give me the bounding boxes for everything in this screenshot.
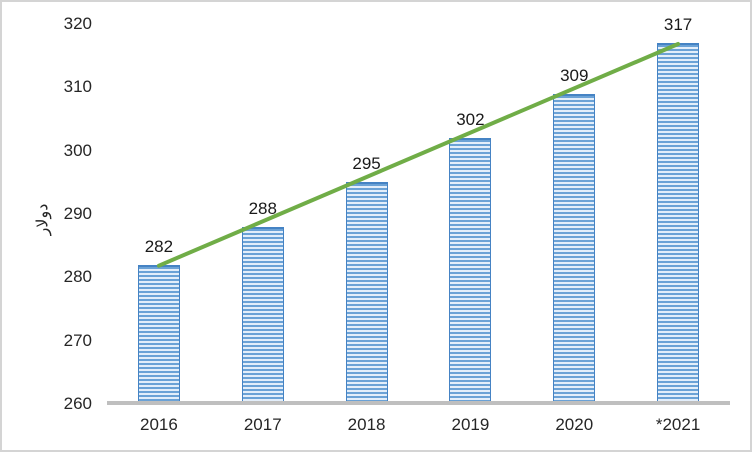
y-tick-label: 260 bbox=[63, 394, 92, 413]
bar-2018 bbox=[345, 182, 388, 402]
y-tick-label: 290 bbox=[63, 204, 92, 223]
x-axis-line bbox=[107, 401, 730, 405]
x-tick-label: 2018 bbox=[347, 415, 386, 434]
bar-2019 bbox=[449, 138, 492, 402]
x-tick-label: 2019 bbox=[451, 415, 490, 434]
y-tick-label: 300 bbox=[63, 140, 92, 160]
y-tick-label: 280 bbox=[63, 267, 92, 287]
y-tick-label: 320 bbox=[63, 14, 92, 33]
bar-value-label: 309 bbox=[560, 65, 589, 85]
bar-*2021 bbox=[657, 43, 700, 402]
y-tick-label: 310 bbox=[63, 77, 92, 97]
x-tick-label: *2021 bbox=[655, 415, 701, 434]
bar-2016 bbox=[137, 264, 180, 402]
bar-2020 bbox=[553, 93, 596, 402]
bar-value-label: 288 bbox=[248, 198, 277, 218]
bar-value-label: 317 bbox=[663, 15, 693, 34]
bar-value-label: 302 bbox=[456, 110, 485, 129]
x-tick-label: 2020 bbox=[555, 415, 594, 434]
bar-value-label: 295 bbox=[352, 154, 381, 174]
bar-value-label: 282 bbox=[144, 236, 174, 256]
x-tick-label: 2016 bbox=[139, 415, 178, 434]
y-tick-label: 270 bbox=[63, 330, 92, 350]
x-tick-label: 2017 bbox=[243, 415, 282, 434]
bar-2017 bbox=[241, 226, 284, 402]
